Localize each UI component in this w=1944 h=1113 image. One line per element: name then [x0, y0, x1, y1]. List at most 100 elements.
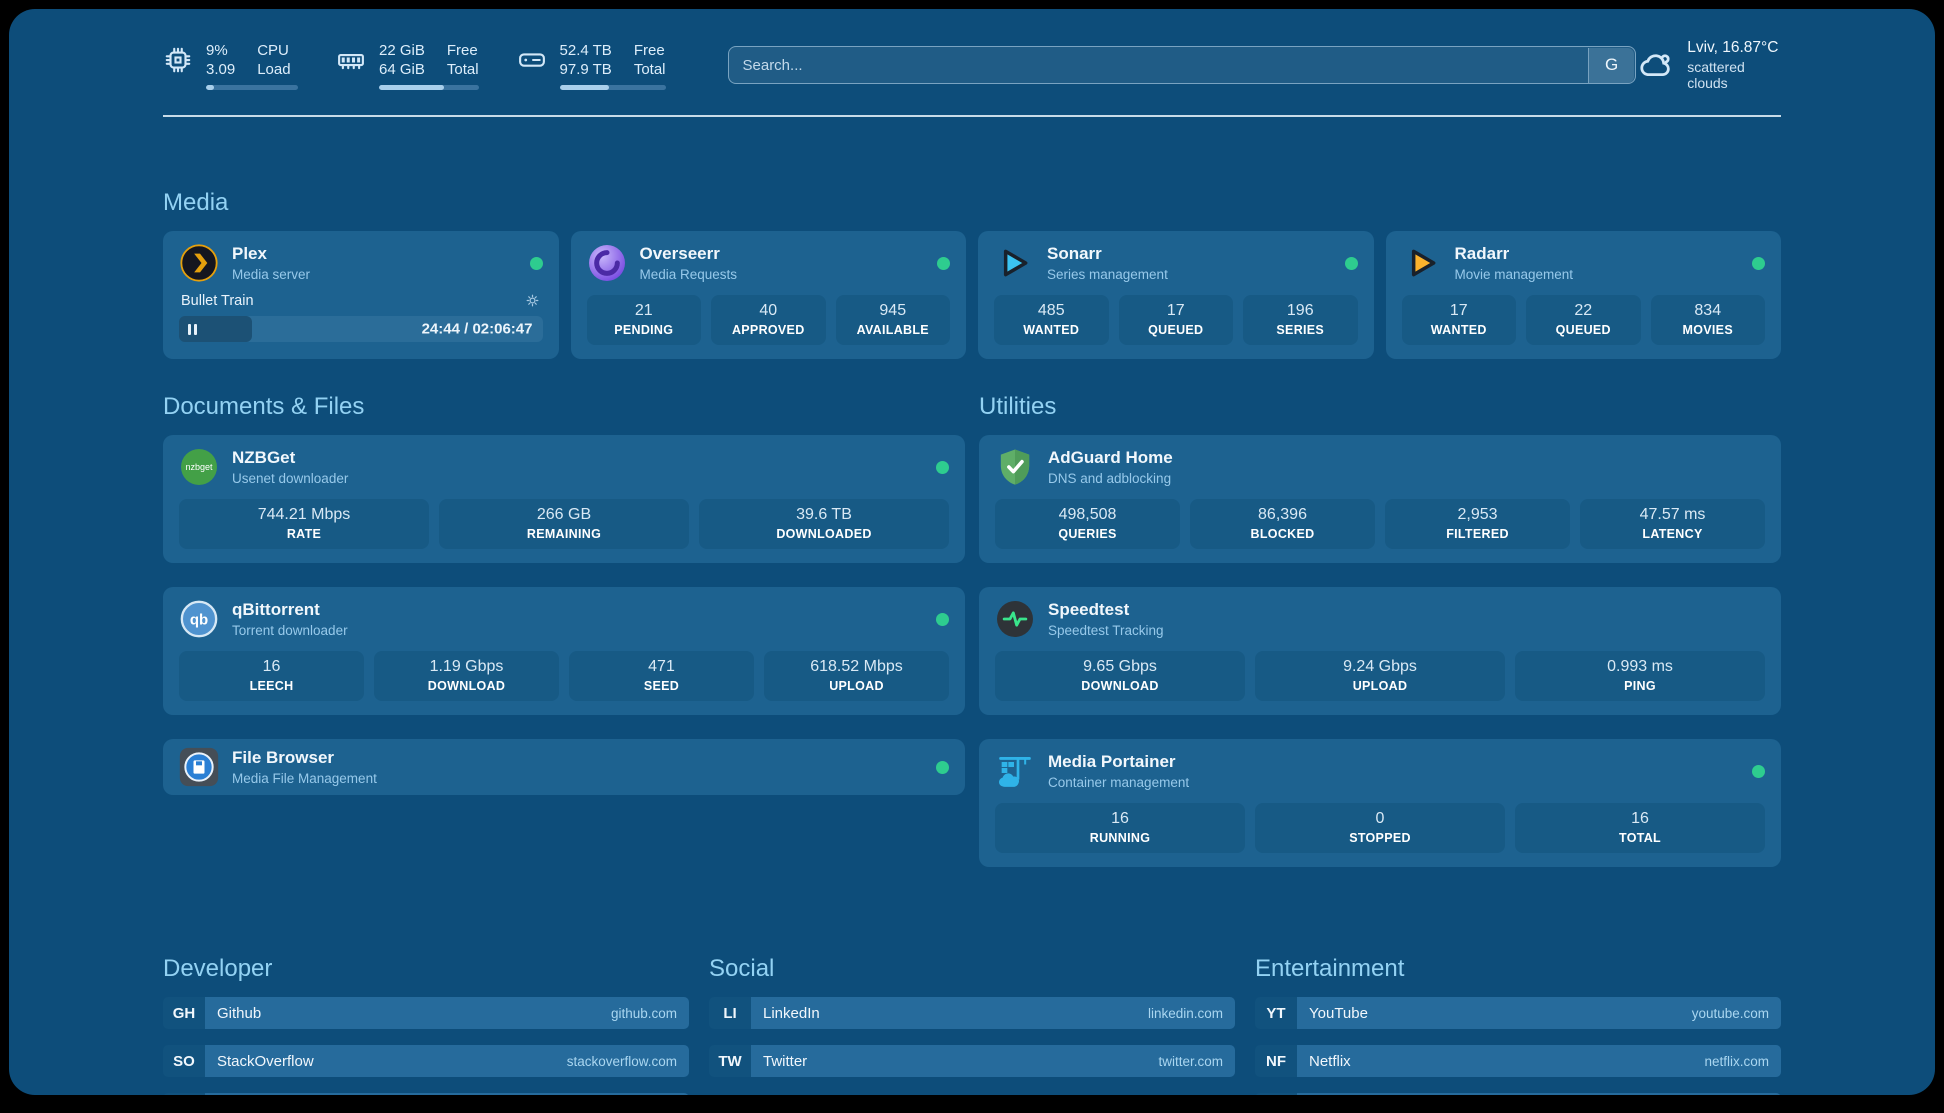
weather-condition: scattered clouds [1687, 59, 1745, 91]
bookmark-name: Github [217, 1004, 262, 1022]
stat-tile: 266 GB REMAINING [439, 499, 689, 549]
top-bar: 9% 3.09 CPU Load [163, 9, 1781, 91]
bookmark-row-netflix[interactable]: NF Netflix netflix.com [1255, 1045, 1781, 1077]
settings-gear-icon[interactable] [524, 292, 541, 309]
app-card-sonarr[interactable]: Sonarr Series management 485 WANTED 17 Q… [978, 231, 1374, 359]
section-developer: Developer GH Github github.com SO StackO… [163, 955, 689, 1095]
stat-tile: 9.65 Gbps DOWNLOAD [995, 651, 1245, 701]
bookmark-name: Twitter [763, 1052, 808, 1070]
status-dot [937, 256, 950, 270]
app-subtitle: Movie management [1454, 267, 1574, 282]
bookmark-row-youtube[interactable]: YT YouTube youtube.com [1255, 997, 1781, 1029]
cloud-icon [1639, 54, 1670, 77]
app-card-portainer[interactable]: Media Portainer Container management 16 … [979, 739, 1781, 867]
app-card-filebrowser[interactable]: File Browser Media File Management [163, 739, 965, 795]
app-subtitle: Torrent downloader [232, 623, 348, 638]
status-dot [936, 612, 949, 626]
bookmark-abbr-badge: NF [1255, 1045, 1297, 1077]
app-card-nzbget[interactable]: nzbget NZBGet Usenet downloader 744.21 M… [163, 435, 965, 563]
app-subtitle: Media server [232, 267, 311, 282]
app-subtitle: Usenet downloader [232, 471, 349, 486]
section-title-social: Social [709, 955, 775, 982]
app-title: NZBGet [232, 448, 296, 467]
stat-tile: 1.19 Gbps DOWNLOAD [374, 651, 559, 701]
search-bar: G [727, 46, 1636, 84]
app-card-qbittorrent[interactable]: qb qBittorrent Torrent downloader 16 LEE… [163, 587, 965, 715]
app-title: qBittorrent [232, 600, 320, 619]
search-input[interactable] [727, 46, 1636, 84]
dashboard-page: 9% 3.09 CPU Load [9, 9, 1935, 1095]
section-media: Media Plex Media server [163, 189, 1781, 359]
status-dot [1752, 256, 1765, 270]
bookmark-abbr-badge: YT [1255, 997, 1297, 1029]
memory-total-label: Total [446, 61, 479, 78]
app-subtitle: Media Requests [639, 267, 738, 282]
bookmark-row-linkedin[interactable]: LI LinkedIn linkedin.com [709, 997, 1235, 1029]
bookmark-name: YouTube [1309, 1004, 1368, 1022]
disk-icon [518, 52, 545, 67]
stat-tile: 618.52 Mbps UPLOAD [764, 651, 949, 701]
radarr-icon [1402, 243, 1442, 283]
bookmark-abbr-badge: SO [163, 1045, 205, 1077]
app-title: Media Portainer [1048, 752, 1176, 771]
stat-tile: 834 MOVIES [1650, 295, 1765, 345]
stat-tile: 485 WANTED [994, 295, 1109, 345]
stat-tile: 16 TOTAL [1515, 803, 1765, 853]
stat-tile: 2,953 FILTERED [1385, 499, 1570, 549]
bookmark-url: github.com [610, 1005, 677, 1021]
app-title: Overseerr [639, 244, 720, 263]
plex-icon [179, 243, 219, 283]
bookmark-abbr-badge: GH [163, 997, 205, 1029]
bookmark-row-twitter[interactable]: TW Twitter twitter.com [709, 1045, 1235, 1077]
bookmark-abbr-badge: RE [1255, 1093, 1297, 1095]
app-title: Speedtest [1048, 600, 1130, 619]
now-playing-title: Bullet Train [181, 292, 254, 309]
disk-free-value: 52.4 TB [559, 41, 612, 59]
bookmark-row-stackoverflow[interactable]: SO StackOverflow stackoverflow.com [163, 1045, 689, 1077]
section-title-documents: Documents & Files [163, 393, 365, 420]
status-dot [1752, 764, 1765, 778]
stat-tile: 40 APPROVED [711, 295, 826, 345]
stat-tile: 86,396 BLOCKED [1190, 499, 1375, 549]
app-card-adguard[interactable]: AdGuard Home DNS and adblocking 498,508 … [979, 435, 1781, 563]
portainer-icon [995, 751, 1035, 791]
app-card-speedtest[interactable]: Speedtest Speedtest Tracking 9.65 Gbps D… [979, 587, 1781, 715]
bookmark-row-reddit[interactable]: RE Reddit reddit.com [1255, 1093, 1781, 1095]
bookmark-url: netflix.com [1704, 1053, 1769, 1069]
sonarr-icon [994, 243, 1034, 283]
app-card-radarr[interactable]: Radarr Movie management 17 WANTED 22 QUE… [1385, 231, 1781, 359]
svg-text:nzbget: nzbget [185, 462, 213, 472]
stat-tile: 9.24 Gbps UPLOAD [1255, 651, 1505, 701]
memory-total-value: 64 GiB [379, 61, 425, 78]
bookmark-row-github[interactable]: GH Github github.com [163, 997, 689, 1029]
speedtest-icon [995, 599, 1035, 639]
search-provider-button[interactable]: G [1588, 47, 1635, 83]
bookmark-name: Netflix [1309, 1052, 1351, 1070]
topbar-divider [163, 115, 1781, 117]
playback-progressbar[interactable]: 24:44 / 02:06:47 [179, 316, 543, 342]
app-card-overseerr[interactable]: Overseerr Media Requests 21 PENDING 40 A… [570, 231, 966, 359]
status-dot [529, 256, 543, 270]
svg-text:qb: qb [190, 611, 208, 628]
app-subtitle: Media File Management [232, 771, 377, 786]
memory-stat-widget: 22 GiB 64 GiB Free Total [336, 41, 479, 90]
app-card-plex[interactable]: Plex Media server Bullet Train [163, 231, 559, 359]
bookmark-abbr-badge: TW [709, 1045, 751, 1077]
cpu-usage-label: CPU [257, 41, 289, 59]
bookmark-abbr-badge: LI [709, 997, 751, 1029]
pause-icon[interactable] [179, 316, 252, 342]
memory-icon [338, 53, 364, 69]
stat-tile: 16 LEECH [179, 651, 364, 701]
stat-tile: 21 PENDING [586, 295, 701, 345]
weather-widget: Lviv, 16.87°C scattered clouds [1636, 39, 1781, 91]
qbittorrent-icon: qb [179, 599, 219, 639]
disk-free-label: Free [633, 41, 665, 59]
section-title-utilities: Utilities [979, 393, 1057, 420]
bookmark-row-dev[interactable]: DT DEV dev.to [163, 1093, 689, 1095]
stat-tile: 47.57 ms LATENCY [1580, 499, 1765, 549]
status-dot [936, 760, 949, 774]
cpu-stat-widget: 9% 3.09 CPU Load [163, 41, 298, 90]
stat-tile: 744.21 Mbps RATE [179, 499, 429, 549]
app-subtitle: Series management [1047, 267, 1168, 282]
adguard-icon [995, 447, 1035, 487]
